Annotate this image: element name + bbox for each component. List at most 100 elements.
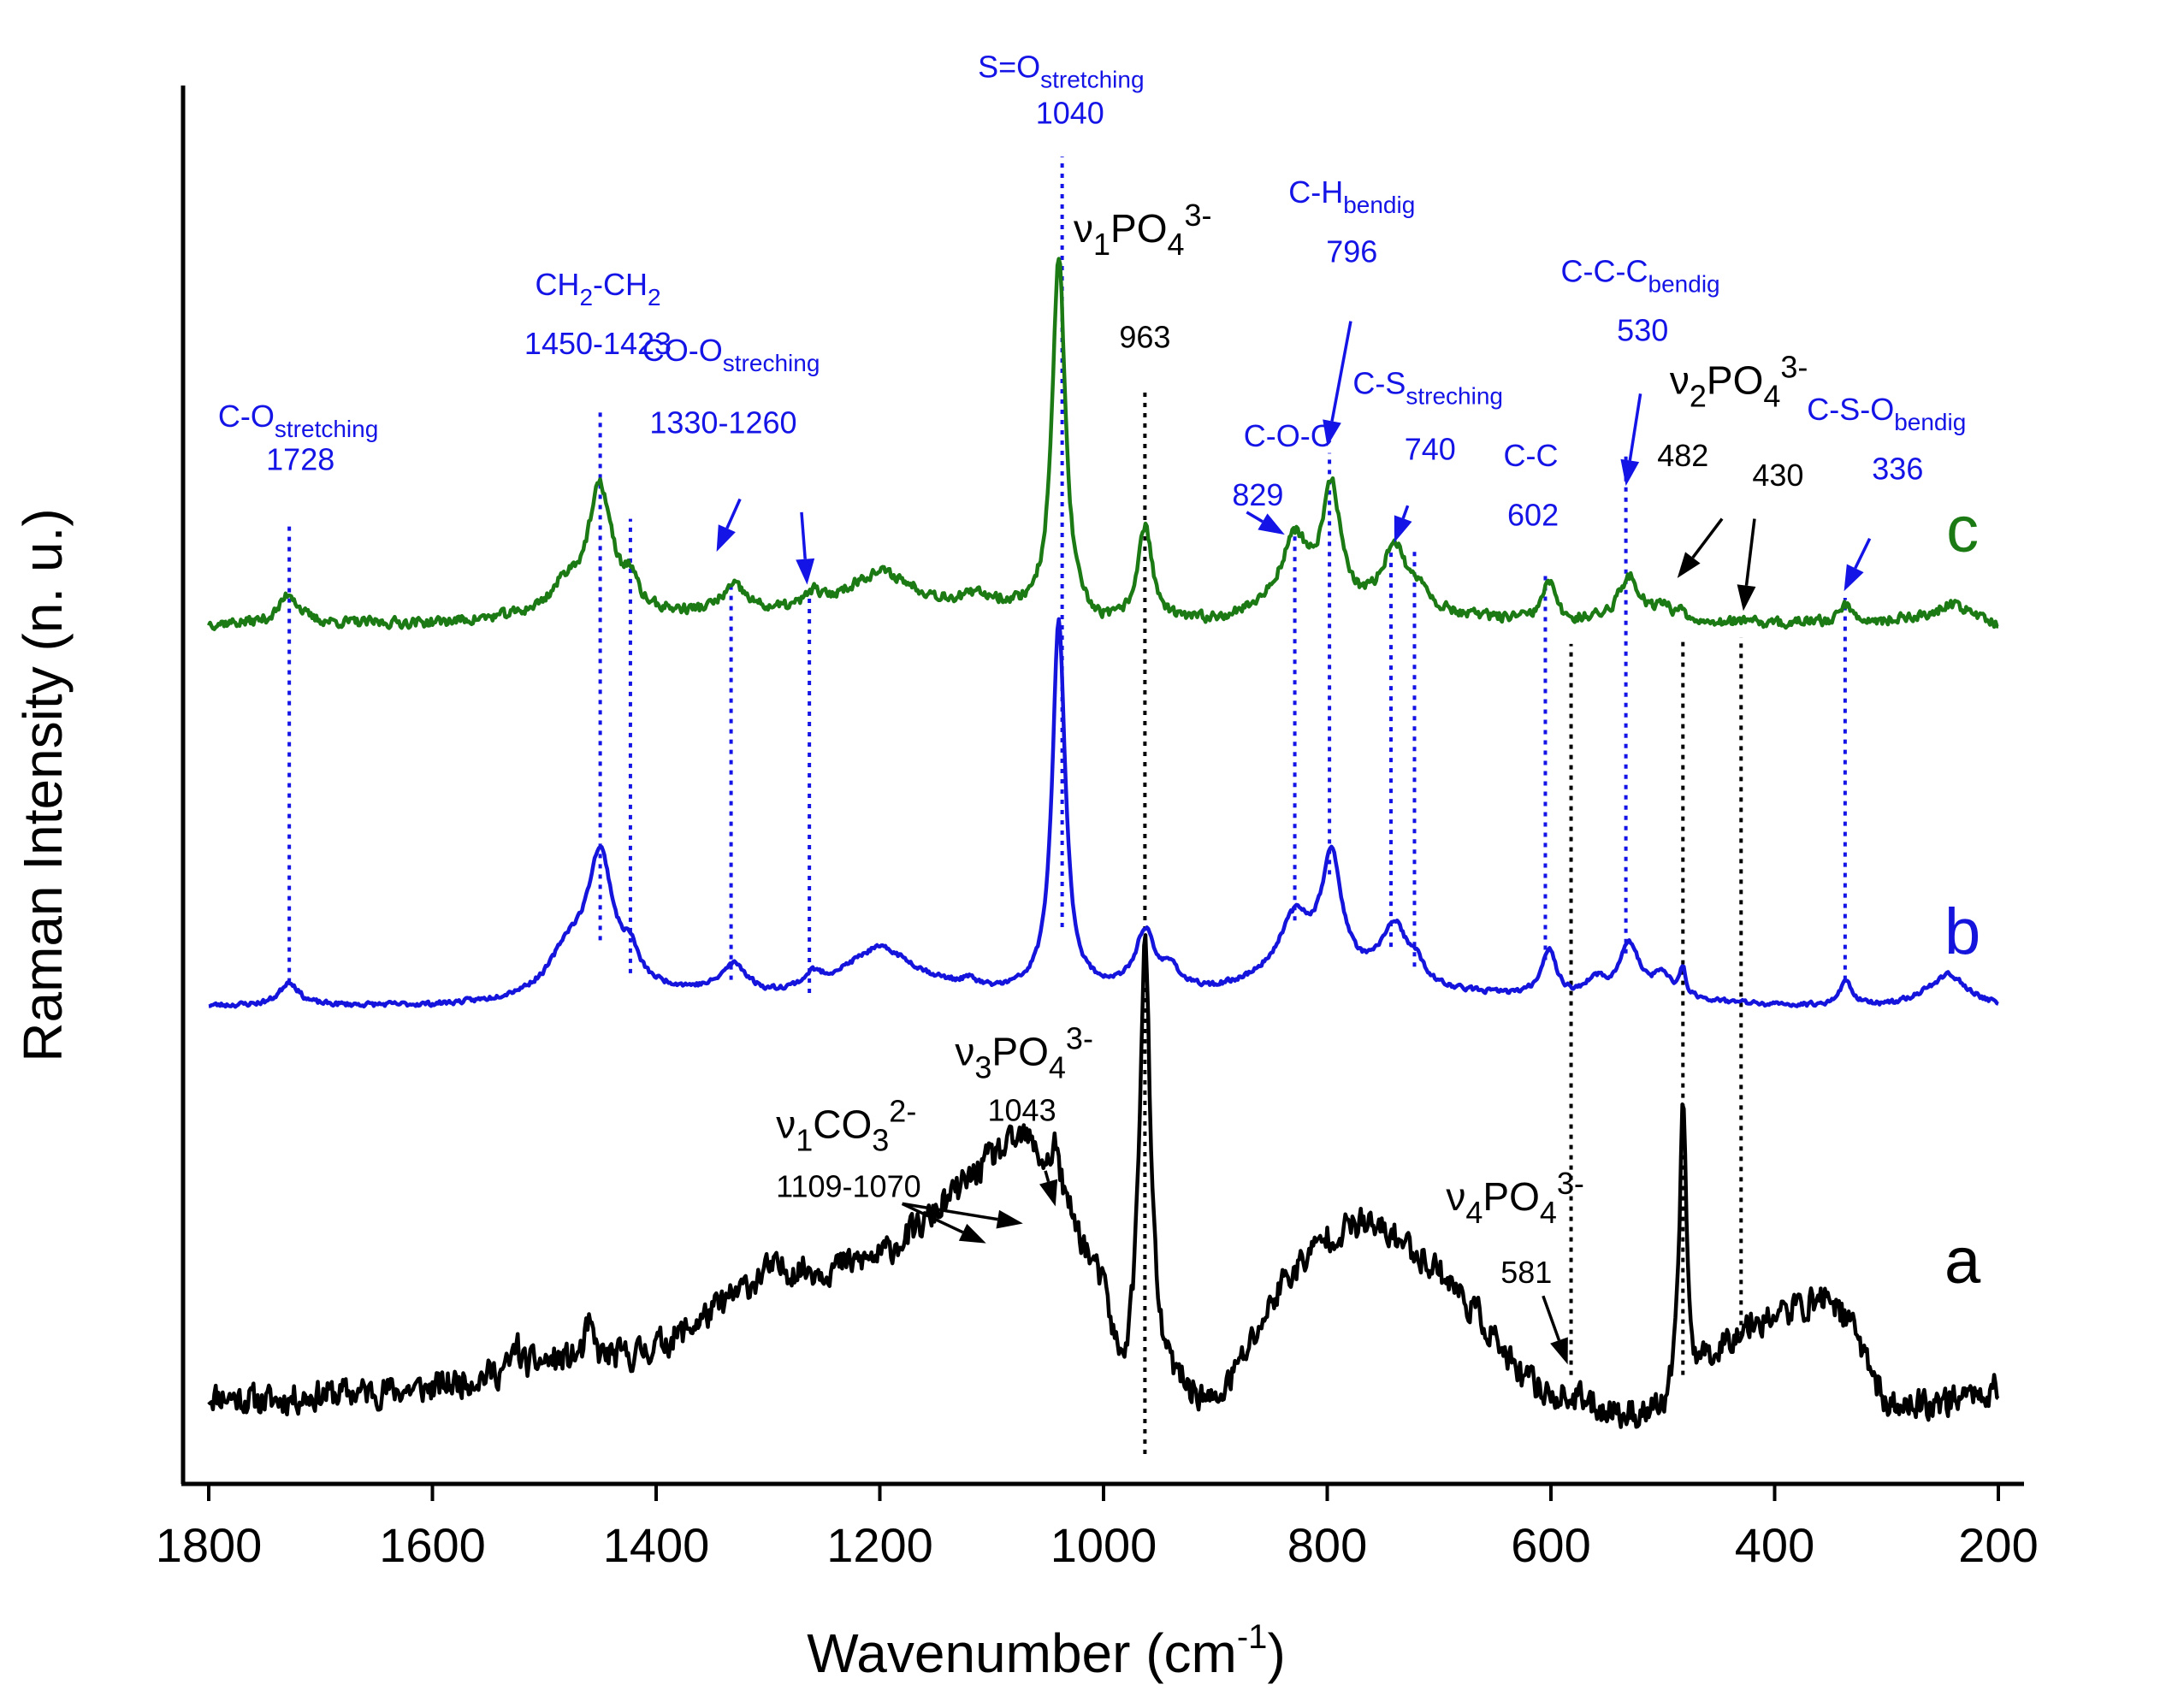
annotation-arrow-shaft <box>725 498 742 529</box>
annotation-arrows <box>716 321 1872 1365</box>
annotation-arrow-shaft <box>1744 518 1756 586</box>
annotation-arrow-head <box>796 558 815 585</box>
annotation-value: 796 <box>1326 233 1377 269</box>
annotation-label: C-S-Obendig <box>1807 392 1966 435</box>
spectra-series <box>206 257 2000 1429</box>
annotation-arrow-head <box>1323 419 1341 446</box>
annotation-label: ν1CO32- <box>776 1093 916 1157</box>
annotation-arrow-head <box>716 524 736 553</box>
nu-subscript: 2 <box>1690 378 1707 413</box>
peak-annotations: C-Ostretching1728CH2-CH21450-1423CO-Ostr… <box>218 50 1966 1290</box>
annotation-v4po4: ν4PO43- 581 <box>1446 1166 1584 1290</box>
annotation-v1co3: ν1CO32- 1109-1070 <box>776 1093 921 1203</box>
annotation-label: C-C-Cbendig <box>1561 253 1720 297</box>
label-superscript: 3- <box>1780 349 1808 384</box>
annotation-value: 602 <box>1507 497 1559 532</box>
annotation-value: 336 <box>1872 451 1923 486</box>
species-text: PO <box>1483 1174 1539 1219</box>
annotation-co_o: CO-Ostreching 1330-1260 <box>642 333 820 440</box>
label-text: C-H <box>1288 174 1343 210</box>
annotation-arrow-head <box>1039 1179 1058 1207</box>
x-tick-label: 600 <box>1511 1518 1590 1572</box>
label-text: C-C-C <box>1561 253 1648 288</box>
annotation-arrow-head <box>1737 584 1756 612</box>
label-subscript: 2 <box>579 284 593 310</box>
annotation-c_o_c: C-O-C 829 <box>1232 418 1332 512</box>
label-subscript: stretching <box>1040 67 1144 93</box>
nu-symbol: ν <box>955 1030 974 1074</box>
label-subscript: 3 <box>872 1122 889 1157</box>
annotation-label: C-C <box>1503 438 1558 473</box>
label-text: C-C <box>1503 438 1558 473</box>
nu-symbol: ν <box>1446 1174 1465 1219</box>
annotation-value: 829 <box>1232 477 1283 512</box>
x-ticks: 1800 1600 1400 1200 1000 800 600 400 200 <box>156 1484 2039 1572</box>
annotation-value: 1040 <box>1036 96 1104 131</box>
x-tick-label: 200 <box>1958 1518 2038 1572</box>
species-text: CO <box>813 1102 872 1146</box>
annotation-label: C-Sstreching <box>1352 365 1503 409</box>
annotation-label: ν1PO43- <box>1074 198 1212 262</box>
nu-subscript: 4 <box>1465 1195 1483 1230</box>
nu-symbol: ν <box>776 1102 796 1146</box>
x-tick-label: 400 <box>1735 1518 1814 1572</box>
x-tick-label: 800 <box>1287 1518 1367 1572</box>
label-subscript: 4 <box>1167 227 1184 262</box>
label-subscript: bendig <box>1648 270 1720 297</box>
species-text: PO <box>1110 206 1167 251</box>
annotation-label: ν2PO43- <box>1670 349 1808 413</box>
annotation-c_c_c: C-C-Cbendig 530 <box>1561 253 1720 347</box>
annotation-arrow-head <box>1258 513 1285 535</box>
label-subscript-2: 2 <box>648 284 661 310</box>
annotation-value: 1330-1260 <box>649 405 796 440</box>
annotation-arrow-shaft <box>800 511 807 559</box>
nu-subscript: 1 <box>1093 227 1110 262</box>
label-text: C-O <box>218 399 275 434</box>
annotation-c_c: C-C 602 <box>1503 438 1559 532</box>
annotation-label: C-Ostretching <box>218 399 378 442</box>
spectrum-c <box>206 257 1999 631</box>
x-tick-label: 1000 <box>1050 1518 1157 1572</box>
label-subscript: streching <box>723 350 820 376</box>
annotation-v1po4: ν1PO43- 963 <box>1074 198 1212 354</box>
annotation-label: ν3PO43- <box>955 1021 1093 1085</box>
label-subscript: 4 <box>1049 1050 1066 1085</box>
annotation-value: 1043 <box>988 1092 1056 1127</box>
annotation-arrow-head <box>996 1209 1023 1229</box>
annotation-label: C-Hbendig <box>1288 174 1415 218</box>
annotation-label: ν4PO43- <box>1446 1166 1584 1230</box>
label-text: CH <box>535 267 579 302</box>
spectrum-a <box>207 933 2000 1429</box>
annotation-arrow-shaft <box>901 1202 964 1234</box>
x-axis-label: Wavenumber (cm-1) <box>807 1618 1286 1684</box>
annotation-arrow-shaft <box>1691 517 1724 559</box>
label-text: CO-O <box>642 333 723 368</box>
label-subscript: bendig <box>1894 409 1966 435</box>
nu-subscript: 3 <box>974 1050 991 1085</box>
spectrum-b <box>208 617 1999 1009</box>
annotation-arrow-shaft <box>1044 1170 1050 1183</box>
annotation-c_h: C-Hbendig 796 <box>1288 174 1415 269</box>
nu-symbol: ν <box>1074 206 1093 251</box>
nu-subscript: 1 <box>796 1122 813 1157</box>
annotation-arrow-shaft <box>902 1202 998 1221</box>
x-tick-label: 1600 <box>379 1518 486 1572</box>
species-text: PO <box>991 1030 1048 1074</box>
annotation-arrow-head <box>1550 1337 1568 1365</box>
annotation-value: 740 <box>1405 431 1456 466</box>
annotation-v2po4: ν2PO43- 482 430 <box>1657 349 1808 493</box>
label-subscript: 4 <box>1763 378 1780 413</box>
annotation-c_s_o: C-S-Obendig 336 <box>1807 392 1966 486</box>
annotation-arrow-shaft <box>1330 321 1352 422</box>
species-text: PO <box>1707 358 1763 402</box>
annotation-arrow-shaft <box>1854 537 1872 570</box>
label-text: C-O-C <box>1244 418 1333 453</box>
annotation-arrow-shaft <box>1246 511 1264 523</box>
annotation-label: C-O-C <box>1244 418 1333 453</box>
annotation-v3po4: ν3PO43- 1043 <box>955 1021 1093 1128</box>
annotation-value: 581 <box>1500 1255 1552 1290</box>
annotation-value: 1109-1070 <box>776 1169 921 1204</box>
